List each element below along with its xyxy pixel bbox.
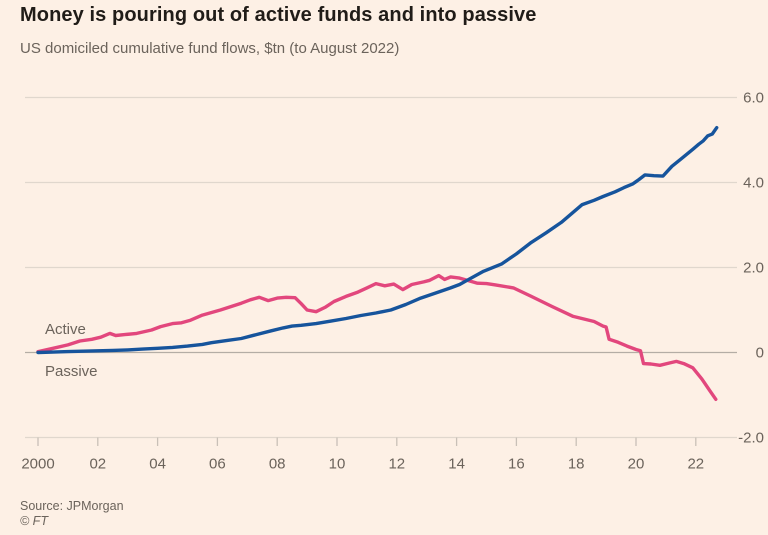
x-axis-tick-label: 20 bbox=[628, 456, 645, 473]
x-axis-tick-label: 10 bbox=[329, 456, 346, 473]
x-axis-tick-label: 2000 bbox=[21, 456, 54, 473]
x-axis-tick-label: 04 bbox=[149, 456, 166, 473]
y-axis-tick-label: -2.0 bbox=[738, 430, 764, 447]
chart-title: Money is pouring out of active funds and… bbox=[20, 4, 537, 26]
passive-line bbox=[36, 125, 719, 355]
series-label-passive: Passive bbox=[45, 363, 98, 380]
chart-subtitle: US domiciled cumulative fund flows, $tn … bbox=[20, 40, 400, 57]
y-axis-tick-label: 2.0 bbox=[743, 260, 764, 277]
x-axis-tick-label: 14 bbox=[448, 456, 465, 473]
x-axis-tick-label: 02 bbox=[89, 456, 106, 473]
x-axis-tick-label: 08 bbox=[269, 456, 286, 473]
y-axis-tick-label: 4.0 bbox=[743, 175, 764, 192]
y-axis-tick-label: 6.0 bbox=[743, 90, 764, 107]
y-axis-tick-label: 0 bbox=[756, 345, 764, 362]
series-label-active: Active bbox=[45, 321, 86, 338]
active-line bbox=[36, 273, 718, 401]
source-note: Source: JPMorgan bbox=[20, 499, 124, 513]
x-axis-tick-label: 06 bbox=[209, 456, 226, 473]
x-axis-tick-label: 18 bbox=[568, 456, 585, 473]
x-axis-tick-label: 12 bbox=[388, 456, 405, 473]
x-axis-tick-label: 22 bbox=[687, 456, 704, 473]
ft-copyright: © FT bbox=[20, 514, 48, 528]
x-axis-tick-label: 16 bbox=[508, 456, 525, 473]
